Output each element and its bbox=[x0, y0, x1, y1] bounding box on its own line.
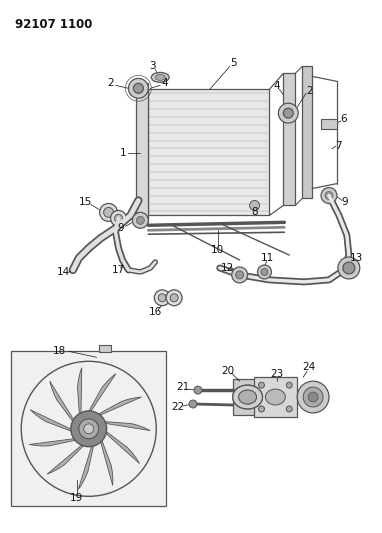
Text: 13: 13 bbox=[350, 253, 363, 263]
Circle shape bbox=[133, 212, 148, 228]
Circle shape bbox=[338, 257, 360, 279]
Ellipse shape bbox=[239, 390, 257, 404]
Circle shape bbox=[236, 271, 244, 279]
Text: 4: 4 bbox=[162, 78, 168, 88]
Ellipse shape bbox=[151, 72, 169, 83]
Text: 8: 8 bbox=[251, 207, 258, 217]
Text: 9: 9 bbox=[342, 197, 348, 207]
Circle shape bbox=[154, 290, 170, 306]
Circle shape bbox=[115, 214, 123, 222]
Polygon shape bbox=[102, 429, 139, 464]
Polygon shape bbox=[78, 441, 94, 489]
Polygon shape bbox=[254, 377, 297, 417]
Text: 18: 18 bbox=[52, 346, 66, 357]
Text: 22: 22 bbox=[172, 402, 185, 412]
Text: 10: 10 bbox=[211, 245, 224, 255]
Circle shape bbox=[343, 262, 355, 274]
Text: 21: 21 bbox=[176, 382, 190, 392]
Circle shape bbox=[128, 78, 148, 98]
Polygon shape bbox=[50, 381, 76, 425]
Text: 7: 7 bbox=[336, 141, 342, 151]
Circle shape bbox=[278, 103, 298, 123]
Circle shape bbox=[194, 386, 202, 394]
Ellipse shape bbox=[233, 385, 262, 409]
Circle shape bbox=[261, 269, 268, 276]
Polygon shape bbox=[94, 397, 141, 417]
Text: 20: 20 bbox=[221, 366, 234, 376]
Polygon shape bbox=[283, 74, 295, 205]
Circle shape bbox=[321, 188, 337, 204]
Polygon shape bbox=[30, 410, 75, 433]
Text: 15: 15 bbox=[79, 197, 92, 207]
Polygon shape bbox=[321, 119, 337, 129]
Circle shape bbox=[232, 267, 248, 283]
Text: 11: 11 bbox=[261, 253, 274, 263]
Text: 17: 17 bbox=[112, 265, 125, 275]
Circle shape bbox=[79, 419, 99, 439]
Circle shape bbox=[286, 382, 292, 388]
Text: 12: 12 bbox=[221, 263, 234, 273]
Ellipse shape bbox=[239, 390, 257, 404]
Circle shape bbox=[189, 400, 197, 408]
Polygon shape bbox=[99, 345, 111, 352]
Circle shape bbox=[325, 191, 333, 199]
Circle shape bbox=[283, 108, 293, 118]
Circle shape bbox=[136, 216, 144, 224]
Polygon shape bbox=[78, 368, 82, 418]
Circle shape bbox=[259, 382, 264, 388]
Circle shape bbox=[259, 406, 264, 412]
Text: 2: 2 bbox=[306, 86, 312, 96]
Circle shape bbox=[166, 290, 182, 306]
Circle shape bbox=[84, 424, 94, 434]
Polygon shape bbox=[47, 442, 87, 474]
Polygon shape bbox=[302, 67, 312, 198]
Circle shape bbox=[308, 392, 318, 402]
Circle shape bbox=[100, 204, 118, 221]
Circle shape bbox=[111, 211, 126, 227]
Circle shape bbox=[257, 265, 271, 279]
Circle shape bbox=[71, 411, 107, 447]
Text: 14: 14 bbox=[56, 267, 70, 277]
Circle shape bbox=[170, 294, 178, 302]
Text: 19: 19 bbox=[70, 494, 83, 503]
Text: 16: 16 bbox=[149, 306, 162, 317]
Text: 1: 1 bbox=[120, 148, 127, 158]
Ellipse shape bbox=[233, 385, 262, 409]
Text: 4: 4 bbox=[273, 82, 280, 91]
Polygon shape bbox=[87, 374, 116, 415]
Text: 3: 3 bbox=[149, 61, 155, 71]
Circle shape bbox=[249, 200, 259, 211]
Circle shape bbox=[286, 406, 292, 412]
Ellipse shape bbox=[155, 75, 165, 80]
Text: 2: 2 bbox=[107, 78, 114, 88]
Text: 6: 6 bbox=[341, 114, 347, 124]
Polygon shape bbox=[29, 438, 80, 446]
Ellipse shape bbox=[265, 389, 285, 405]
Circle shape bbox=[303, 387, 323, 407]
Circle shape bbox=[104, 207, 113, 217]
Polygon shape bbox=[100, 421, 150, 431]
Polygon shape bbox=[233, 379, 269, 415]
Text: 9: 9 bbox=[117, 223, 124, 233]
Text: 24: 24 bbox=[303, 362, 316, 372]
FancyBboxPatch shape bbox=[11, 351, 166, 506]
Polygon shape bbox=[136, 83, 148, 222]
Circle shape bbox=[297, 381, 329, 413]
Text: 5: 5 bbox=[230, 59, 237, 68]
Text: 23: 23 bbox=[271, 369, 284, 379]
Polygon shape bbox=[148, 90, 269, 215]
Text: 92107 1100: 92107 1100 bbox=[15, 18, 93, 31]
Polygon shape bbox=[99, 437, 113, 486]
Circle shape bbox=[158, 294, 166, 302]
Circle shape bbox=[133, 83, 143, 93]
